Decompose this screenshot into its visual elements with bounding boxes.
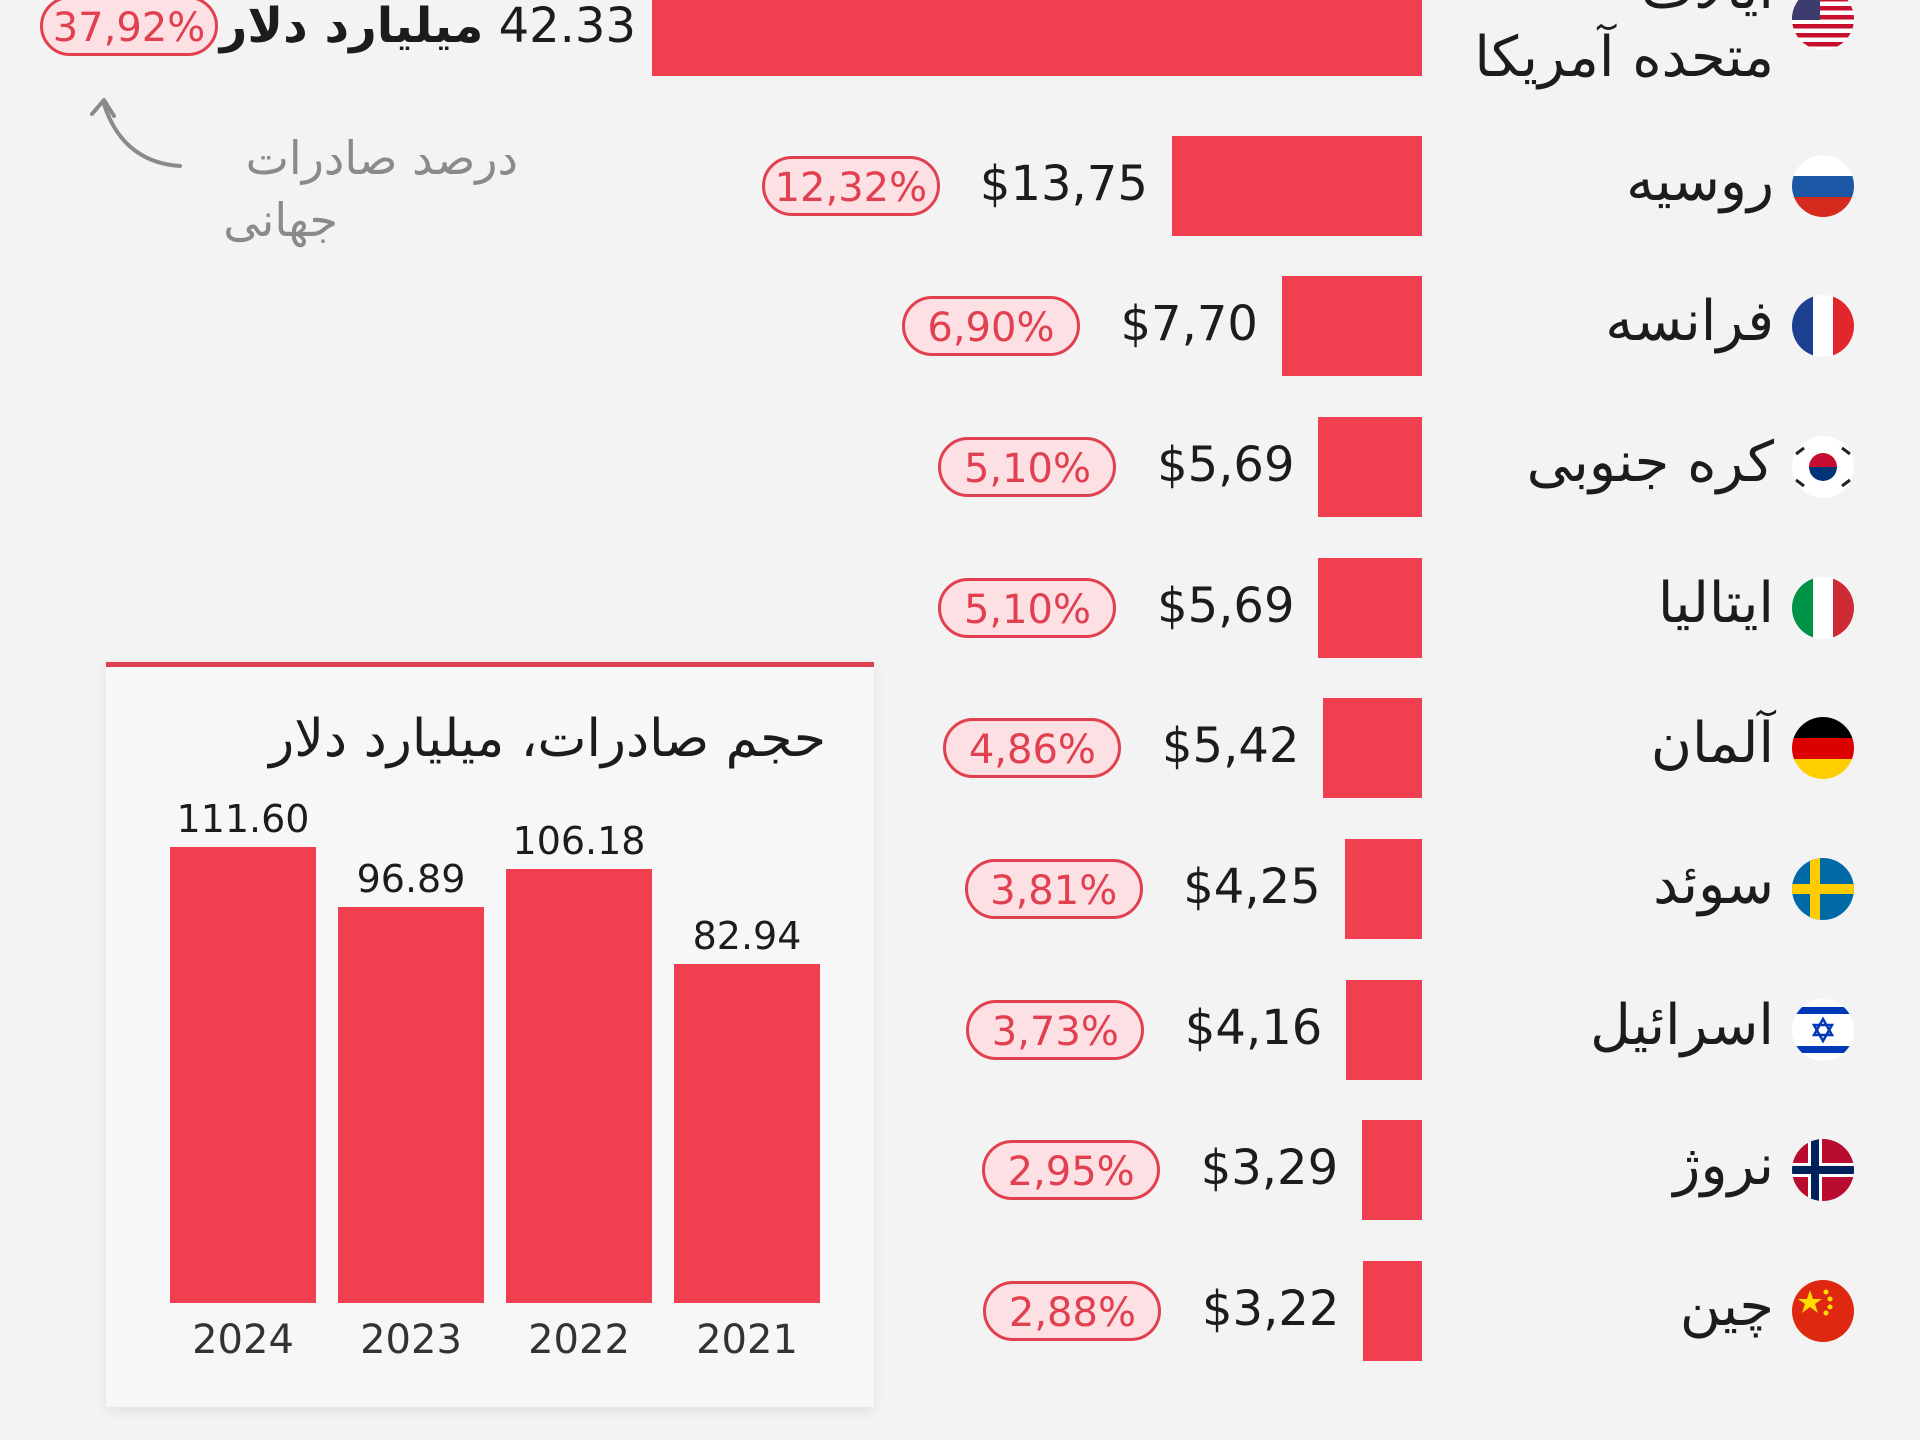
russia-flag-icon: [1792, 155, 1854, 217]
value-label: $5,42: [1161, 718, 1300, 774]
sweden-flag-icon: [1792, 858, 1854, 920]
share-pill: 3,73%: [966, 1000, 1145, 1060]
year-value-label: 106.18: [512, 819, 646, 864]
country-name: فرانسه: [1605, 289, 1774, 354]
country-name-line-2: متحده آمریکا: [1474, 25, 1774, 90]
year-bar: [506, 869, 652, 1303]
country-bar: [652, 0, 1422, 76]
italy-flag-icon: [1792, 577, 1854, 639]
germany-flag-icon: [1792, 717, 1854, 779]
inset-card: حجم صادرات، میلیارد دلار 111.60 2024 96.89…: [106, 662, 874, 1407]
country-name: اسرائیل: [1590, 993, 1774, 1058]
country-name: کره جنوبی: [1526, 430, 1774, 495]
annotation-line-1: درصد صادرات: [245, 131, 518, 185]
year-bar: [674, 964, 820, 1303]
country-bar: [1318, 558, 1422, 658]
country-name: نروژ: [1673, 1133, 1774, 1198]
share-pill: 5,10%: [938, 437, 1117, 497]
value-label: $5,69: [1157, 437, 1295, 493]
value-label: $13,75: [979, 156, 1148, 212]
country-name-line-1: ایالات: [1641, 0, 1774, 22]
share-pill: 2,88%: [983, 1281, 1162, 1341]
country-bar: [1363, 1261, 1422, 1361]
year-tick-label: 2022: [528, 1317, 630, 1363]
share-pill: 4,86%: [943, 718, 1122, 778]
value-unit: میلیارد دلار: [219, 0, 484, 54]
share-pill: 3,81%: [964, 859, 1143, 919]
value-label: $5,69: [1157, 578, 1295, 634]
country-bar: [1362, 1120, 1422, 1220]
value-label: $3,22: [1202, 1281, 1340, 1337]
country-name: آلمان: [1650, 711, 1774, 776]
country-name: روسیه: [1626, 149, 1774, 214]
value-label: $7,70: [1120, 296, 1258, 352]
country-bar: [1171, 136, 1422, 236]
annotation-line-2: جهانی: [223, 193, 338, 247]
year-value-label: 111.60: [176, 797, 310, 841]
inset-title: حجم صادرات، میلیارد دلار: [269, 709, 826, 769]
annotation-arrow: [90, 98, 182, 168]
country-bar: [1344, 839, 1422, 939]
country-bar: [1346, 980, 1422, 1080]
usa-flag-icon: [1792, 0, 1854, 50]
year-tick-label: 2021: [696, 1317, 798, 1363]
year-tick-label: 2023: [360, 1317, 462, 1363]
country-name: ایتالیا: [1657, 571, 1774, 636]
share-pill: 2,95%: [982, 1140, 1161, 1200]
value-label: $4,25: [1183, 859, 1321, 915]
norway-flag-icon: [1792, 1139, 1854, 1201]
share-pill: 12,32%: [761, 156, 940, 216]
value-label: $3,29: [1200, 1140, 1339, 1196]
country-bar: [1318, 417, 1422, 517]
year-value-label: 82.94: [692, 914, 802, 959]
value-number: 42.33: [498, 0, 636, 54]
share-pill: 37,92%: [40, 0, 218, 56]
share-pill: 6,90%: [901, 296, 1080, 356]
share-pill: 5,10%: [938, 578, 1117, 638]
china-flag-icon: [1792, 1280, 1854, 1342]
france-flag-icon: [1792, 295, 1854, 357]
year-bar: [338, 907, 484, 1303]
israel-flag-icon: [1792, 999, 1854, 1061]
country-bar: [1323, 698, 1422, 798]
country-bar: [1281, 276, 1422, 376]
year-bar: [170, 847, 316, 1303]
value-label: $4,16: [1184, 1000, 1323, 1056]
country-name: سوئد: [1653, 852, 1774, 917]
country-name: چین: [1679, 1274, 1774, 1339]
year-tick-label: 2024: [192, 1317, 294, 1363]
south-korea-flag-icon: [1792, 436, 1854, 498]
value-label: 42.33 میلیارد دلار: [220, 0, 636, 54]
year-value-label: 96.89: [356, 857, 466, 902]
